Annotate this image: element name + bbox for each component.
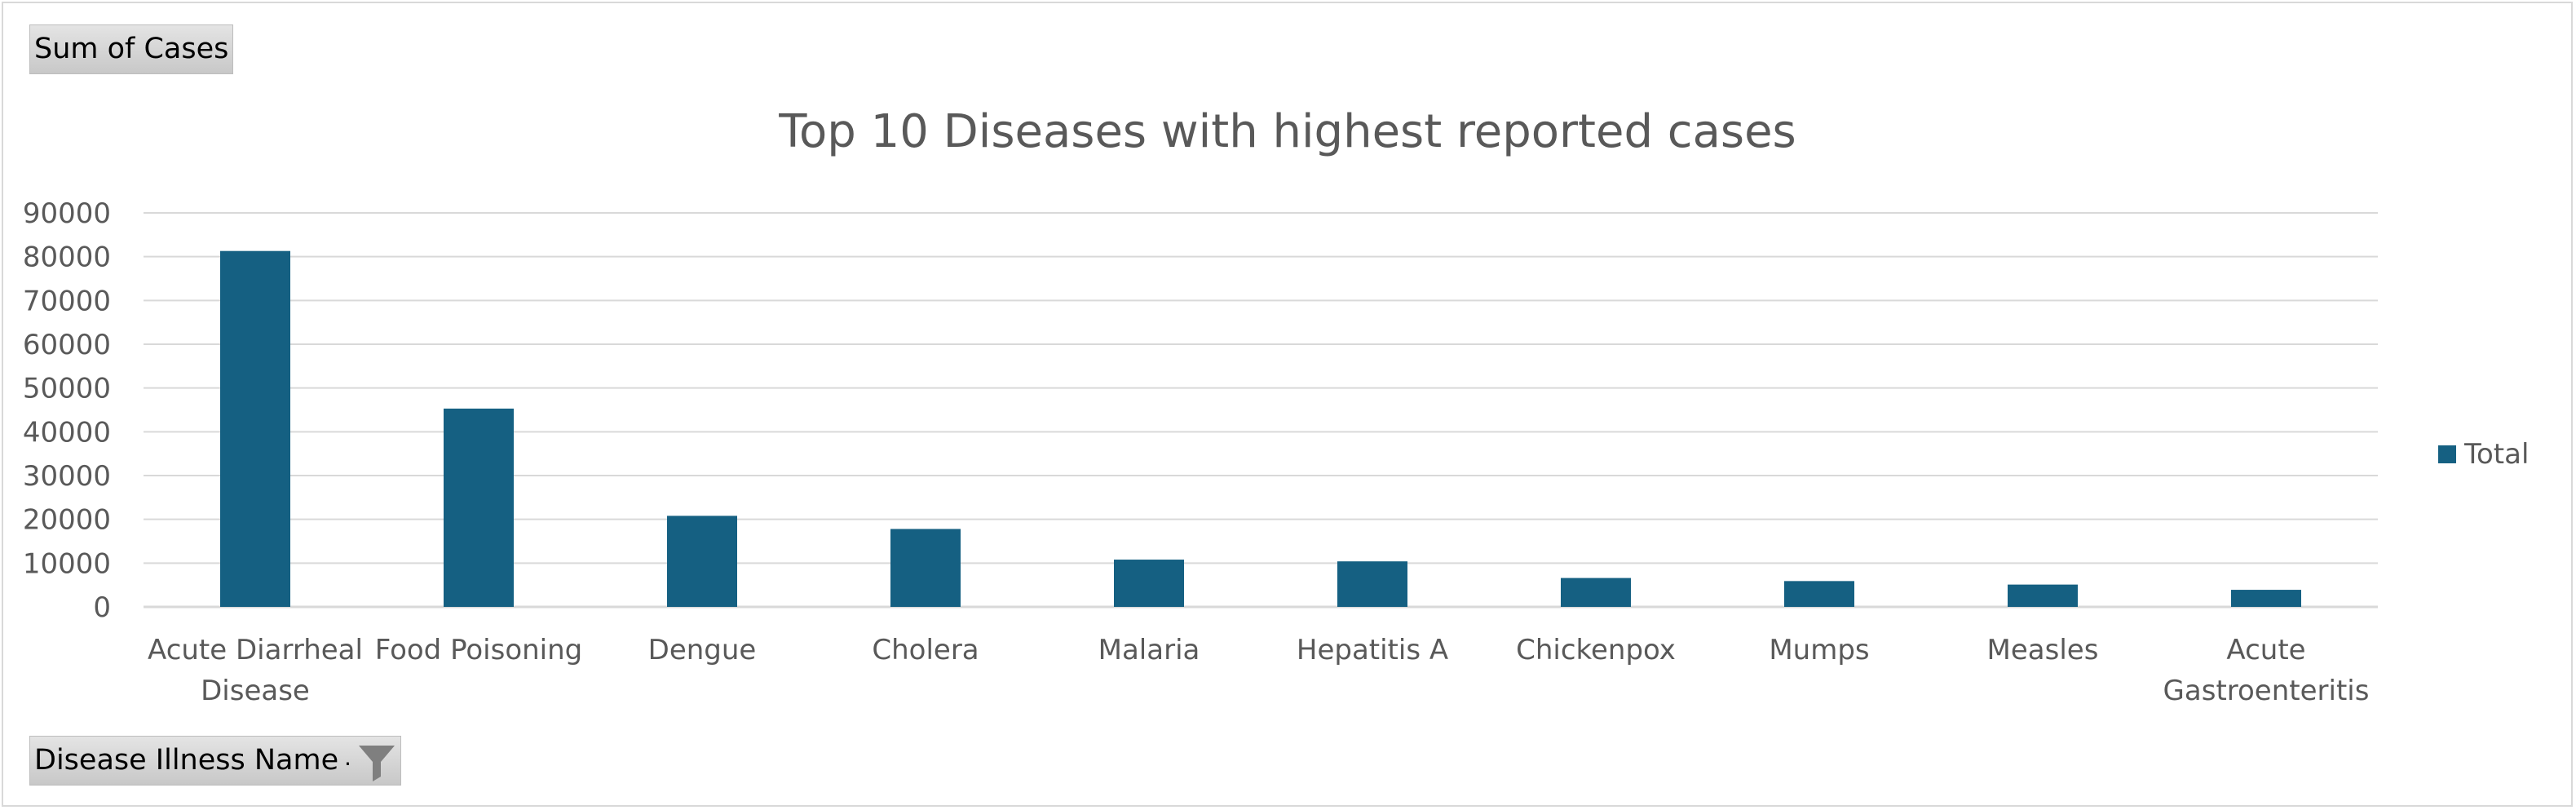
- filter-icon[interactable]: [354, 739, 400, 785]
- x-tick-label: Chickenpox: [1516, 634, 1676, 666]
- legend-swatch: [2438, 445, 2456, 463]
- y-tick-label: 0: [93, 591, 111, 624]
- x-tick-label: Malaria: [1098, 634, 1200, 666]
- bar: [1337, 561, 1407, 607]
- chart-title: Top 10 Diseases with highest reported ca…: [778, 105, 1796, 158]
- x-tick-label: Acute: [2226, 634, 2305, 666]
- bar: [890, 529, 961, 607]
- x-tick-label: Disease: [201, 675, 310, 707]
- bar: [667, 516, 737, 607]
- bar: [1784, 581, 1854, 607]
- y-tick-label: 90000: [23, 197, 111, 230]
- dropdown-indicator: .: [344, 744, 351, 771]
- x-tick-label: Gastroenteritis: [2163, 675, 2370, 707]
- axis-field-label: Disease Illness Name: [34, 744, 339, 777]
- y-tick-label: 70000: [23, 285, 111, 317]
- y-tick-label: 30000: [23, 460, 111, 493]
- x-tick-label: Mumps: [1769, 634, 1869, 666]
- x-tick-label: Food Poisoning: [375, 634, 583, 666]
- x-tick-label: Hepatitis A: [1297, 634, 1448, 666]
- bar: [220, 250, 290, 607]
- legend-label: Total: [2464, 438, 2530, 471]
- x-tick-label: Cholera: [872, 634, 979, 666]
- legend: Total: [2438, 436, 2529, 472]
- y-tick-label: 20000: [23, 504, 111, 537]
- y-tick-label: 80000: [23, 241, 111, 274]
- bar: [1561, 578, 1631, 607]
- bar: [2008, 584, 2078, 607]
- bar: [2231, 590, 2301, 607]
- x-tick-label: Acute Diarrheal: [148, 634, 363, 666]
- sum-of-cases-field-button[interactable]: Sum of Cases: [29, 24, 233, 74]
- y-tick-label: 50000: [23, 373, 111, 405]
- disease-illness-name-field-button[interactable]: Disease Illness Name .: [29, 736, 401, 786]
- y-tick-label: 10000: [23, 547, 111, 580]
- x-tick-label: Dengue: [648, 634, 757, 666]
- value-field-label: Sum of Cases: [34, 33, 229, 65]
- y-tick-label: 60000: [23, 329, 111, 361]
- y-tick-label: 40000: [23, 416, 111, 449]
- bar: [444, 408, 514, 607]
- bar: [1114, 560, 1184, 607]
- x-tick-label: Measles: [1987, 634, 2099, 666]
